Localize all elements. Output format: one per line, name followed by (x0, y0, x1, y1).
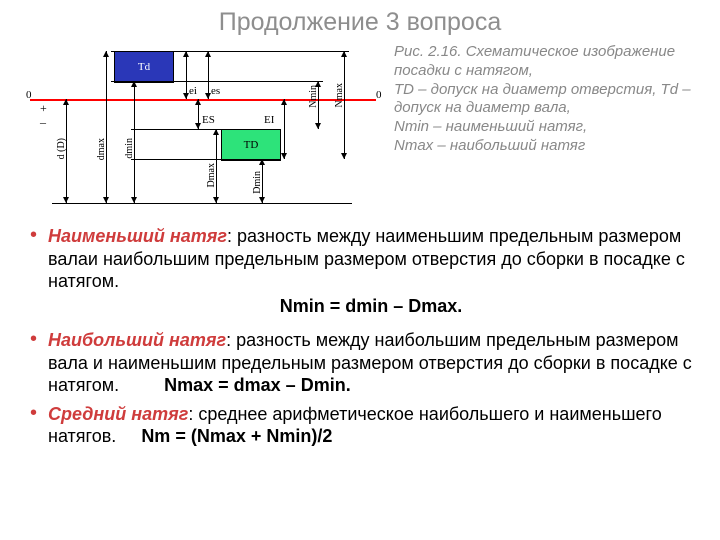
ES-arrow-down (195, 123, 201, 129)
dmax-label: dmax (96, 138, 107, 160)
EI-arrow-down (281, 153, 287, 159)
zero-left-label: 0 (26, 89, 32, 101)
EI-label: EI (264, 114, 274, 126)
Nmax-arrow-down (341, 153, 347, 159)
minus-sign: – (40, 115, 46, 130)
Dmin-label: Dmin (252, 171, 263, 194)
dmax-line (106, 51, 107, 203)
formula-1: Nmin = dmin – Dmax. (48, 293, 694, 324)
EI-arrow-up (281, 99, 287, 105)
bullet-3: Средний натяг: среднее арифметическое на… (26, 403, 694, 454)
bullet-1: Наименьший натяг: разность между наимень… (26, 225, 694, 329)
ei-label: ei (189, 85, 197, 97)
line-td-bottom (111, 81, 323, 82)
baseline (52, 203, 352, 204)
ES-arrow-up (195, 99, 201, 105)
top-row: 0 0 + – Td TD ei es (26, 41, 694, 223)
Dmax-label: Dmax (206, 163, 217, 187)
slide: Продолжение 3 вопроса 0 0 + – Td TD (0, 0, 720, 540)
dD-label: d (D) (56, 138, 67, 159)
formula-3: Nm = (Nmax + Nmin)/2 (141, 426, 332, 446)
term-1: Наименьший натяг (48, 226, 227, 246)
dmax-arrow-down (103, 197, 109, 203)
es-line (208, 51, 209, 99)
Dmax-arrow-up (213, 129, 219, 135)
zero-right-label: 0 (376, 89, 382, 101)
dmin-arrow-down (131, 197, 137, 203)
Nmax-label: Nmax (334, 83, 345, 107)
interference-fit-diagram: 0 0 + – Td TD ei es (26, 43, 388, 223)
plus-sign: + (40, 101, 47, 116)
bullet-2: Наибольший натяг: разность между наиболь… (26, 329, 694, 403)
ES-label: ES (202, 114, 215, 126)
es-arrow-up (205, 51, 211, 57)
Nmax-arrow-up (341, 51, 347, 57)
term-2: Наибольший натяг (48, 330, 226, 350)
EI-line (284, 99, 285, 159)
bullet-list: Наименьший натяг: разность между наимень… (26, 225, 694, 454)
Dmin-arrow-down (259, 197, 265, 203)
dmin-arrow-up (131, 81, 137, 87)
page-title: Продолжение 3 вопроса (26, 8, 694, 37)
es-label: es (211, 85, 220, 97)
dD-arrow-up (63, 99, 69, 105)
Dmax-arrow-down (213, 197, 219, 203)
Dmin-arrow-up (259, 159, 265, 165)
ei-line (186, 51, 187, 99)
term-3: Средний натяг (48, 404, 188, 424)
zero-line (30, 99, 376, 101)
dD-arrow-down (63, 197, 69, 203)
TD-box: TD (221, 129, 281, 161)
Nmin-arrow-down (315, 123, 321, 129)
dmax-arrow-up (103, 51, 109, 57)
Nmin-label: Nmin (308, 85, 319, 108)
dmin-label: dmin (124, 138, 135, 159)
line-top (111, 51, 349, 52)
td-box: Td (114, 51, 174, 83)
body-text: Наименьший натяг: разность между наимень… (26, 223, 694, 454)
formula-2: Nmax = dmax – Dmin. (164, 375, 351, 395)
figure-caption: Рис. 2.16. Схематическое изображение пос… (394, 41, 694, 156)
line-TD-top (131, 129, 281, 130)
ei-arrow-up (183, 51, 189, 57)
